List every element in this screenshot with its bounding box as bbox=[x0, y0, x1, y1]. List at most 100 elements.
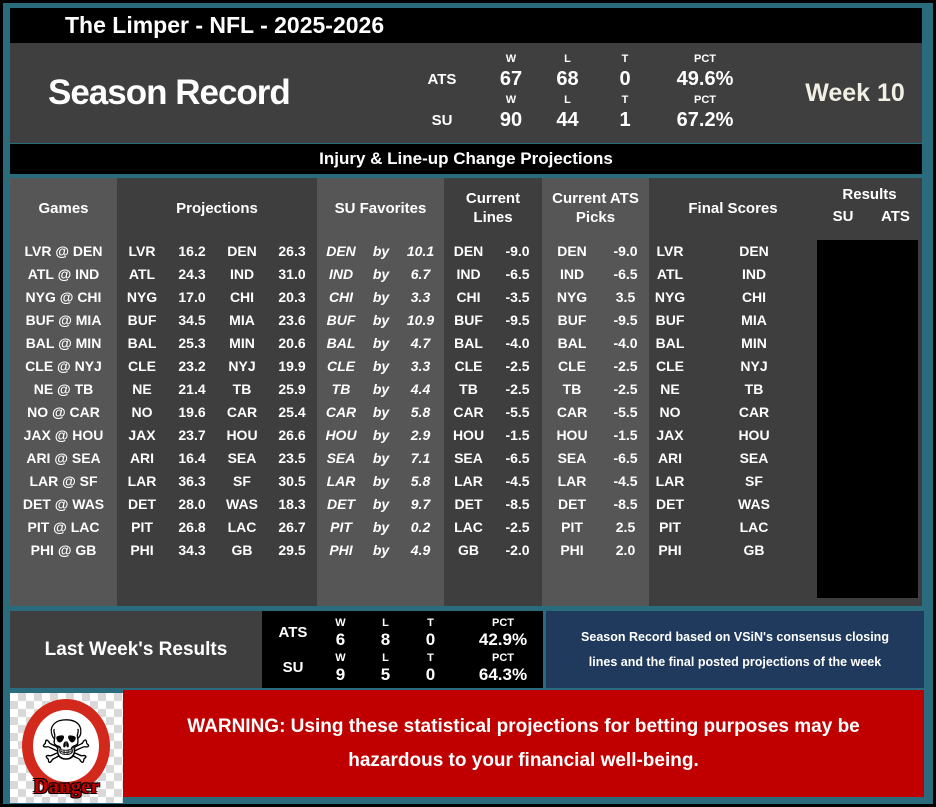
ats-pick-line: -2.5 bbox=[613, 381, 638, 397]
table-row: ATL @ IND ATL 24.3 IND 31.0 IND by 6.7 I… bbox=[10, 263, 922, 286]
su-favorite-team: DEN bbox=[326, 243, 356, 259]
proj-home-team: SF bbox=[233, 473, 251, 489]
col-header-current-ats-picks: Current ATS Picks bbox=[552, 190, 639, 226]
ats-pick-team: BUF bbox=[557, 312, 587, 328]
table-row: BAL @ MIN BAL 25.3 MIN 20.6 BAL by 4.7 B… bbox=[10, 332, 922, 355]
ats-pct: 49.6% bbox=[676, 67, 734, 90]
lw-ats-label: ATS bbox=[278, 624, 308, 641]
proj-away-points: 19.6 bbox=[178, 404, 206, 420]
final-home-team: MIN bbox=[741, 335, 767, 351]
line-value: -4.0 bbox=[505, 335, 530, 351]
su-favorite-margin: 3.3 bbox=[410, 358, 431, 374]
ats-pick-line: -4.0 bbox=[613, 335, 638, 351]
game-cell: LVR @ DEN bbox=[24, 243, 103, 259]
final-away-score bbox=[691, 309, 733, 332]
proj-away-team: JAX bbox=[128, 427, 156, 443]
col-header-su-favorites: SU Favorites bbox=[334, 199, 427, 217]
su-favorite-team: LAR bbox=[326, 473, 356, 489]
line-value: -4.5 bbox=[505, 473, 530, 489]
game-cell: PHI @ GB bbox=[30, 542, 97, 558]
ats-pick-team: PIT bbox=[561, 519, 583, 535]
results-empty-box bbox=[817, 240, 918, 598]
su-favorite-margin: 5.8 bbox=[410, 404, 431, 420]
game-cell: CLE @ NYJ bbox=[25, 358, 102, 374]
last-week-stats-box: ATS W L T PCT 6 8 0 42.9% SU W L T PCT 9… bbox=[262, 611, 543, 688]
proj-home-points: 23.6 bbox=[278, 312, 306, 328]
proj-away-team: CLE bbox=[128, 358, 156, 374]
su-favorite-by: by bbox=[372, 427, 390, 443]
final-away-score bbox=[691, 539, 733, 562]
final-away-score bbox=[691, 378, 733, 401]
week-label: Week 10 bbox=[805, 78, 905, 107]
season-record-panel: Season Record W L T PCT ATS 67 68 0 49.6… bbox=[10, 43, 922, 143]
su-favorite-by: by bbox=[372, 542, 390, 558]
proj-home-team: IND bbox=[229, 266, 255, 282]
last-week-title: Last Week's Results bbox=[44, 638, 228, 660]
final-home-score bbox=[775, 263, 817, 286]
su-favorite-by: by bbox=[372, 496, 390, 512]
ats-pick-line: -9.5 bbox=[613, 312, 638, 328]
su-favorite-team: DET bbox=[327, 496, 355, 512]
su-favorite-team: HOU bbox=[325, 427, 357, 443]
ats-pick-line: -4.5 bbox=[613, 473, 638, 489]
proj-home-team: SEA bbox=[227, 450, 257, 466]
stat-col-l: L bbox=[564, 93, 571, 106]
final-home-score bbox=[775, 493, 817, 516]
ats-pick-line: -2.5 bbox=[613, 358, 638, 374]
line-team: IND bbox=[456, 266, 481, 282]
proj-away-team: BUF bbox=[127, 312, 157, 328]
table-header-row: Games Projections SU Favorites Current L… bbox=[10, 178, 922, 238]
stat-col-w: W bbox=[505, 93, 517, 106]
ats-pick-team: HOU bbox=[556, 427, 588, 443]
warning-text: WARNING: Using these statistical project… bbox=[187, 716, 860, 771]
proj-home-team: CHI bbox=[229, 289, 255, 305]
final-home-team: CHI bbox=[741, 289, 767, 305]
col-header-projections: Projections bbox=[176, 199, 258, 217]
line-value: -9.0 bbox=[505, 243, 530, 259]
ats-pick-line: 3.5 bbox=[615, 289, 636, 305]
su-favorite-by: by bbox=[372, 243, 390, 259]
proj-home-points: 26.3 bbox=[278, 243, 306, 259]
proj-home-team: LAC bbox=[227, 519, 257, 535]
su-favorite-by: by bbox=[372, 335, 390, 351]
stat-col-t: T bbox=[621, 52, 629, 65]
note-line-1: Season Record based on VSiN's consensus … bbox=[581, 629, 889, 644]
su-favorite-team: CHI bbox=[328, 289, 354, 305]
proj-home-points: 25.9 bbox=[278, 381, 306, 397]
su-favorite-team: PHI bbox=[329, 542, 353, 558]
proj-home-points: 30.5 bbox=[278, 473, 306, 489]
final-home-score bbox=[775, 401, 817, 424]
ats-pick-team: LAR bbox=[557, 473, 587, 489]
game-cell: NYG @ CHI bbox=[25, 289, 102, 305]
su-favorite-margin: 4.4 bbox=[410, 381, 431, 397]
line-team: CHI bbox=[456, 289, 481, 305]
stat-col-l: L bbox=[564, 52, 571, 65]
proj-home-team: HOU bbox=[226, 427, 258, 443]
su-favorite-margin: 4.9 bbox=[410, 542, 431, 558]
su-favorite-margin: 5.8 bbox=[410, 473, 431, 489]
lw-su-label: SU bbox=[282, 659, 304, 676]
proj-away-points: 16.2 bbox=[178, 243, 206, 259]
proj-away-team: NE bbox=[132, 381, 152, 397]
proj-away-points: 34.3 bbox=[178, 542, 206, 558]
table-row: PHI @ GB PHI 34.3 GB 29.5 PHI by 4.9 GB … bbox=[10, 539, 922, 562]
proj-away-points: 28.0 bbox=[178, 496, 206, 512]
ats-ties: 0 bbox=[619, 67, 631, 90]
skull-crossbones-icon: ☠ bbox=[39, 708, 93, 779]
su-favorite-margin: 6.7 bbox=[410, 266, 431, 282]
su-favorites-column-bg bbox=[317, 178, 444, 606]
su-favorite-margin: 9.7 bbox=[410, 496, 431, 512]
final-home-score bbox=[775, 470, 817, 493]
ats-pick-team: TB bbox=[562, 381, 582, 397]
ats-pick-line: -5.5 bbox=[613, 404, 638, 420]
line-team: DEN bbox=[453, 243, 484, 259]
final-away-team: PIT bbox=[659, 519, 681, 535]
proj-away-points: 25.3 bbox=[178, 335, 206, 351]
final-home-team: WAS bbox=[738, 496, 770, 512]
line-value: -1.5 bbox=[505, 427, 530, 443]
game-cell: BUF @ MIA bbox=[25, 312, 102, 328]
line-value: -8.5 bbox=[505, 496, 530, 512]
subheader-text: Injury & Line-up Change Projections bbox=[319, 149, 613, 168]
final-home-team: LAC bbox=[739, 519, 769, 535]
